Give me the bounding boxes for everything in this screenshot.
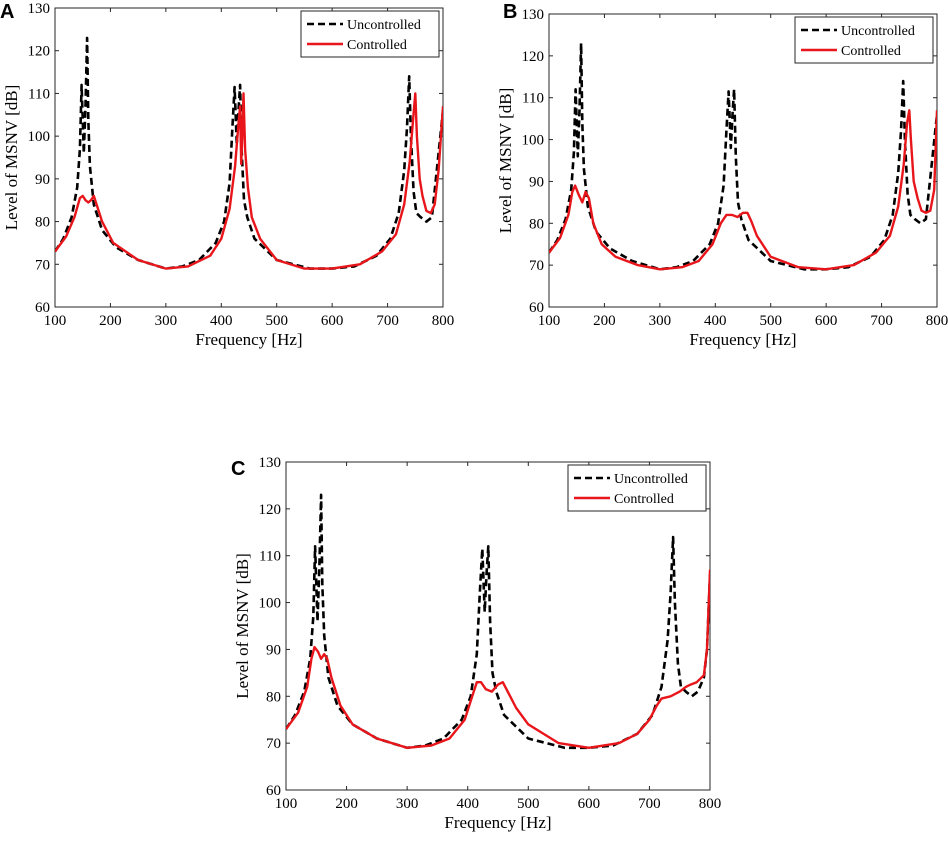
panel-c-x-tick-label: 700 [638,796,661,812]
panel-c-y-tick-label: 100 [259,596,282,612]
panel-c-x-tick-label: 800 [699,796,722,812]
panel-b-y-tick-label: 110 [522,91,544,107]
panel-c-legend-label-uncontrolled: Uncontrolled [614,472,688,487]
panel-c-y-axis-title: Level of MSNV [dB] [233,553,252,699]
panel-b-x-axis-title: Frequency [Hz] [689,330,796,349]
panel-a-x-tick-label: 800 [432,313,455,329]
panel-a-x-tick-label: 700 [376,313,399,329]
panel-a-x-tick-label: 600 [321,313,344,329]
panel-b-x-tick-label: 400 [704,313,727,329]
panel-a-y-tick-label: 130 [28,1,51,17]
panel-a-legend-label-controlled: Controlled [347,38,407,53]
panel-a-x-tick-label: 300 [155,313,178,329]
panel-a-x-axis-title: Frequency [Hz] [195,330,302,349]
panel-c-legend-label-controlled: Controlled [614,492,674,507]
panel-a-y-tick-label: 120 [28,44,51,60]
panel-c-y-tick-label: 130 [259,455,282,471]
panel-c-x-tick-label: 300 [396,796,419,812]
panel-b-x-tick-label: 300 [649,313,672,329]
panel-c-x-tick-label: 500 [517,796,540,812]
panel-a-y-axis-title: Level of MSNV [dB] [2,85,21,231]
panel-b-legend [794,16,934,64]
panel-b-x-tick-label: 700 [870,313,893,329]
panel-b-y-tick-label: 130 [522,7,545,23]
panel-b-y-tick-label: 120 [522,49,545,65]
panel-b-axes-box [548,13,938,308]
panel-a-y-tick-label: 60 [35,300,50,316]
panel-a-legend [300,10,440,58]
panel-b-x-tick-label: 600 [815,313,838,329]
panel-a-series-controlled [55,92,443,270]
panel-c-y-tick-label: 90 [266,642,281,658]
panel-a-y-tick-label: 80 [35,215,50,231]
panel-c-x-tick-label: 600 [578,796,601,812]
panel-a-x-tick-label: 200 [99,313,122,329]
panel-b-x-tick-label: 800 [926,313,948,329]
panel-b-letter: B [503,1,517,23]
panel-c-y-tick-label: 70 [266,736,281,752]
panel-a-x-tick-label: 400 [210,313,233,329]
panel-c-chart: C 100 200 300 400 500 600 700 800 60 70 80 90 100 110 1… [231,455,721,832]
panel-b-x-tick-label: 200 [593,313,616,329]
panel-c-x-tick-label: 400 [456,796,479,812]
panel-b-series-uncontrolled [549,41,937,271]
panel-c-letter: C [231,458,245,480]
panel-c-y-tick-label: 80 [266,689,281,705]
panel-b-x-tick-label: 100 [538,313,561,329]
panel-c-series-uncontrolled [286,493,710,750]
panel-c-y-tick-label: 120 [259,502,282,518]
panel-a-y-tick-label: 70 [35,257,50,273]
panel-c-series-controlled [286,569,710,749]
panel-a-series-uncontrolled [55,36,443,270]
panel-b-y-tick-label: 100 [522,133,545,149]
panel-c-legend [567,464,707,512]
panel-a-x-tick-label: 500 [265,313,288,329]
panel-a-letter: A [0,1,14,23]
panel-a-chart: A 100 200 300 400 500 600 700 800 60 70 80 90 100 110 1… [0,1,454,349]
panel-b-y-tick-label: 60 [529,300,544,316]
panel-c-x-tick-label: 200 [335,796,358,812]
panel-c-x-axis-title: Frequency [Hz] [444,813,551,832]
panel-b-y-tick-label: 70 [529,258,544,274]
panel-b-y-axis-title: Level of MSNV [dB] [496,88,515,234]
panel-c-x-tick-label: 100 [275,796,298,812]
panel-b-y-tick-label: 90 [529,174,544,190]
panel-c-y-tick-label: 60 [266,783,281,799]
panel-b-chart: B 100 200 300 400 500 600 700 800 60 70 80 90 100 110 1… [496,1,948,349]
panel-a-x-tick-label: 100 [44,313,67,329]
panel-a-y-tick-label: 110 [28,86,50,102]
panel-c-axes-box [285,461,711,791]
panel-b-series-controlled [549,109,937,271]
panel-b-legend-label-controlled: Controlled [841,44,901,59]
panel-b-y-tick-label: 80 [529,216,544,232]
panel-b-x-tick-label: 500 [759,313,782,329]
panel-a-axes-box [54,7,444,308]
panel-a-legend-label-uncontrolled: Uncontrolled [347,18,421,33]
panel-c-y-tick-label: 110 [259,549,281,565]
panel-a-y-tick-label: 90 [35,172,50,188]
panel-a-y-tick-label: 100 [28,129,51,145]
panel-b-legend-label-uncontrolled: Uncontrolled [841,24,915,39]
